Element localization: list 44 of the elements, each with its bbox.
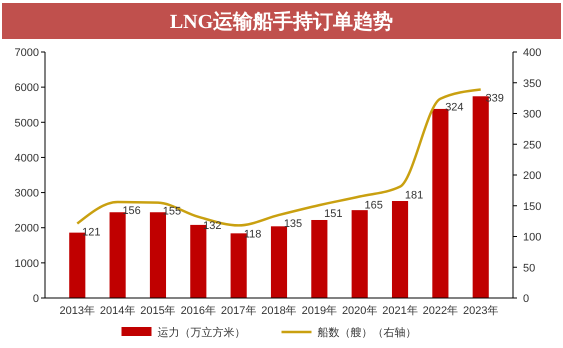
y-tick-label: 3000 [14, 188, 39, 200]
data-label: 155 [162, 206, 182, 218]
y2-tick-label: 0 [523, 293, 530, 305]
y-tick-label: 5000 [14, 117, 39, 130]
data-label: 121 [82, 226, 100, 239]
y2-tick-label: 350 [523, 78, 542, 90]
y-tick-label: 7000 [14, 47, 39, 59]
y2-tick-label: 400 [523, 47, 542, 59]
x-tick-label: 2018年 [261, 305, 297, 317]
y2-tick-label: 150 [523, 200, 542, 213]
legend-label: 运力（万立方米） [158, 326, 246, 339]
y2-tick-label: 250 [523, 139, 542, 152]
x-tick-label: 2015年 [140, 305, 176, 317]
y2-tick-label: 200 [523, 170, 542, 182]
bar [270, 226, 288, 298]
y-tick-label: 4000 [14, 152, 39, 164]
x-tick-label: 2020年 [342, 305, 378, 317]
y2-tick-label: 100 [523, 232, 542, 244]
data-label: 151 [324, 208, 343, 220]
data-label: 324 [445, 102, 464, 114]
y2-tick-label: 300 [523, 108, 542, 120]
x-tick-label: 2014年 [100, 305, 136, 317]
bar [311, 220, 328, 298]
x-tick-label: 2013年 [60, 305, 96, 317]
bar [392, 201, 408, 298]
x-tick-label: 2016年 [180, 305, 216, 317]
x-tick-label: 2017年 [220, 305, 256, 317]
data-label: 118 [244, 228, 262, 240]
x-tick-label: 2023年 [462, 305, 498, 317]
y2-tick-label: 50 [523, 262, 536, 274]
data-label: 165 [364, 200, 383, 212]
y-tick-label: 1000 [14, 258, 39, 270]
x-tick-label: 2022年 [422, 305, 458, 317]
y-tick-label: 0 [32, 293, 39, 305]
data-label: 156 [122, 205, 141, 218]
data-label: 181 [404, 190, 424, 202]
x-tick-label: 2019年 [302, 305, 338, 317]
y-tick-label: 6000 [14, 82, 39, 94]
bar [352, 210, 368, 298]
x-tick-label: 2021年 [382, 305, 418, 317]
data-label: 135 [284, 218, 302, 230]
y-tick-label: 2000 [14, 222, 39, 235]
legend-label: 船数（艘）（右轴） [318, 326, 416, 339]
chart-title: LNG运输船手持订单趋势 [170, 10, 394, 33]
